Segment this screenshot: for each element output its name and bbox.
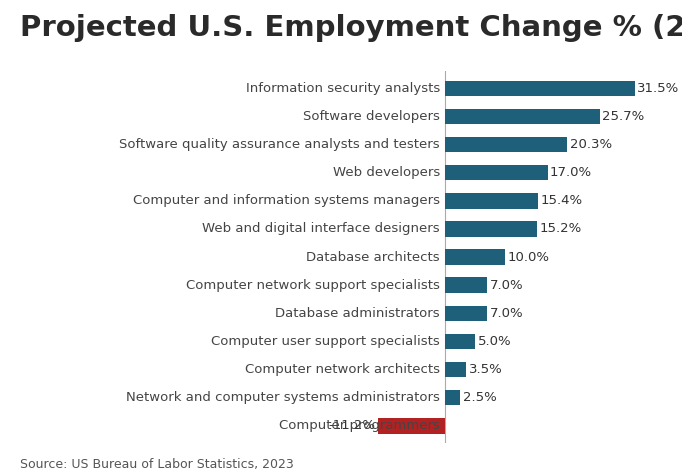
Text: Information security analysts: Information security analysts [246, 82, 440, 95]
Text: Projected U.S. Employment Change % (2022-32): Projected U.S. Employment Change % (2022… [20, 14, 682, 42]
Bar [445, 306, 488, 321]
Text: Computer and information systems managers: Computer and information systems manager… [133, 194, 440, 207]
Bar [445, 137, 567, 152]
Text: Software quality assurance analysts and testers: Software quality assurance analysts and … [119, 138, 440, 151]
Text: Software developers: Software developers [303, 110, 440, 123]
Text: Computer network architects: Computer network architects [245, 363, 440, 376]
Bar [445, 193, 538, 208]
Text: Web and digital interface designers: Web and digital interface designers [203, 222, 440, 236]
Text: 10.0%: 10.0% [508, 250, 550, 264]
Bar [445, 249, 505, 265]
Text: 7.0%: 7.0% [490, 278, 524, 292]
Text: Computer network support specialists: Computer network support specialists [186, 278, 440, 292]
Text: 7.0%: 7.0% [490, 307, 524, 320]
Text: 5.0%: 5.0% [478, 335, 512, 348]
Text: Computer user support specialists: Computer user support specialists [211, 335, 440, 348]
Text: -11.2%: -11.2% [329, 419, 376, 432]
Text: Web developers: Web developers [333, 166, 440, 179]
Text: Database architects: Database architects [306, 250, 440, 264]
Bar [445, 362, 466, 377]
Text: Network and computer systems administrators: Network and computer systems administrat… [126, 391, 440, 404]
Bar [445, 390, 460, 406]
Text: 31.5%: 31.5% [637, 82, 679, 95]
Text: 15.4%: 15.4% [540, 194, 582, 207]
Text: 25.7%: 25.7% [602, 110, 644, 123]
Text: Source: US Bureau of Labor Statistics, 2023: Source: US Bureau of Labor Statistics, 2… [20, 458, 294, 471]
Text: 3.5%: 3.5% [469, 363, 503, 376]
Bar [445, 109, 599, 124]
Bar [445, 334, 475, 349]
Text: 17.0%: 17.0% [550, 166, 592, 179]
Text: Computer programmers: Computer programmers [279, 419, 440, 432]
Bar [379, 418, 445, 434]
Bar [445, 278, 488, 293]
Bar [445, 221, 537, 237]
Bar [445, 165, 548, 180]
Bar [445, 80, 634, 96]
Text: 15.2%: 15.2% [539, 222, 581, 236]
Text: 2.5%: 2.5% [463, 391, 496, 404]
Text: 20.3%: 20.3% [569, 138, 612, 151]
Text: Database administrators: Database administrators [276, 307, 440, 320]
